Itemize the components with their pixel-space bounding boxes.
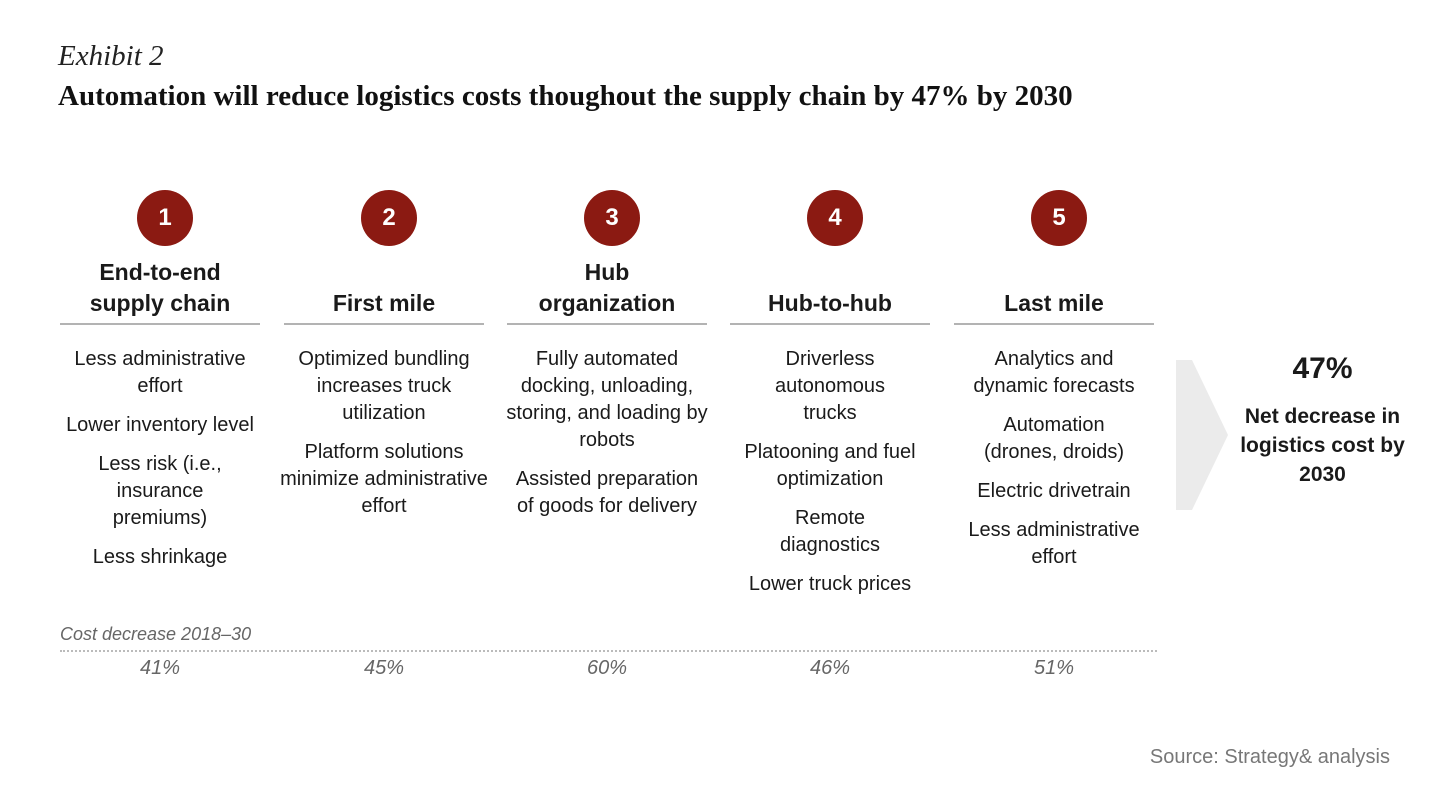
stage-title: Hub organization (507, 257, 707, 325)
list-item: Optimized bundling increases truck utili… (298, 348, 470, 424)
cost-decrease-value: 45% (363, 657, 405, 679)
cost-decrease-value: 51% (1033, 657, 1075, 679)
cost-decrease-value: 60% (586, 657, 628, 679)
cost-decrease-value: 46% (809, 657, 851, 679)
stage-items: Optimized bundling increases truck utili… (278, 346, 490, 532)
net-decrease-label: Net decrease in logistics cost by 2030 (1240, 405, 1405, 486)
list-item: Lower truck prices (748, 573, 912, 595)
list-item: Less shrinkage (92, 546, 228, 568)
stage-title: End-to-end supply chain (60, 257, 260, 325)
stage-items: Analytics and dynamic forecasts Automati… (948, 346, 1160, 583)
list-item: Less administrative effort (968, 519, 1140, 568)
stage-number-badge: 2 (361, 190, 417, 246)
stage-items: Fully automated docking, unloading, stor… (501, 346, 713, 532)
list-item: Remote diagnostics (779, 507, 881, 556)
stage-title: Last mile (954, 257, 1154, 325)
exhibit-label: Exhibit 2 (58, 40, 164, 72)
stage-title: Hub-to-hub (730, 257, 930, 325)
stage-number-badge: 3 (584, 190, 640, 246)
dotted-divider (60, 650, 1157, 652)
stage-items: Driverless autonomous trucks Platooning … (724, 346, 936, 610)
list-item: Lower inventory level (66, 414, 254, 436)
list-item: Platform solutions minimize administrati… (280, 441, 488, 517)
stage-items: Less administrative effort Lower invento… (54, 346, 266, 583)
stage-title: First mile (284, 257, 484, 325)
stage-number-badge: 5 (1031, 190, 1087, 246)
source-note: Source: Strategy& analysis (1149, 746, 1390, 768)
list-item: Analytics and dynamic forecasts (973, 348, 1135, 397)
cost-decrease-label: Cost decrease 2018–30 (60, 624, 252, 644)
list-item: Platooning and fuel optimization (744, 441, 916, 490)
stage-number-badge: 4 (807, 190, 863, 246)
list-item: Less risk (i.e., insurance premiums) (98, 453, 222, 529)
stage-number-badge: 1 (137, 190, 193, 246)
list-item: Assisted preparation of goods for delive… (515, 468, 699, 517)
headline: Automation will reduce logistics costs t… (58, 80, 1073, 112)
list-item: Automation (drones, droids) (983, 414, 1125, 463)
chevron-arrow-icon (1176, 360, 1228, 510)
list-item: Fully automated docking, unloading, stor… (506, 348, 708, 451)
net-decrease-value: 47% (1292, 352, 1353, 385)
list-item: Less administrative effort (74, 348, 246, 397)
cost-decrease-value: 41% (139, 657, 181, 679)
list-item: Electric drivetrain (977, 480, 1131, 502)
list-item: Driverless autonomous trucks (774, 348, 886, 424)
